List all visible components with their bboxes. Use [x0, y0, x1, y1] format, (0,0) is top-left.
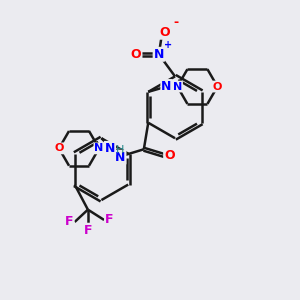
- Text: N: N: [154, 48, 164, 61]
- Text: N: N: [105, 142, 115, 155]
- Text: H: H: [116, 146, 124, 155]
- Text: +: +: [164, 40, 172, 50]
- Text: O: O: [213, 82, 222, 92]
- Text: F: F: [65, 215, 74, 229]
- Text: N: N: [115, 151, 125, 164]
- Text: N: N: [161, 80, 172, 93]
- Text: O: O: [131, 48, 142, 61]
- Text: O: O: [159, 26, 170, 39]
- Text: F: F: [105, 213, 114, 226]
- Text: N: N: [94, 143, 104, 153]
- Text: F: F: [84, 224, 92, 237]
- Text: -: -: [173, 16, 178, 29]
- Text: O: O: [54, 143, 64, 153]
- Text: N: N: [173, 82, 182, 92]
- Text: O: O: [164, 149, 175, 162]
